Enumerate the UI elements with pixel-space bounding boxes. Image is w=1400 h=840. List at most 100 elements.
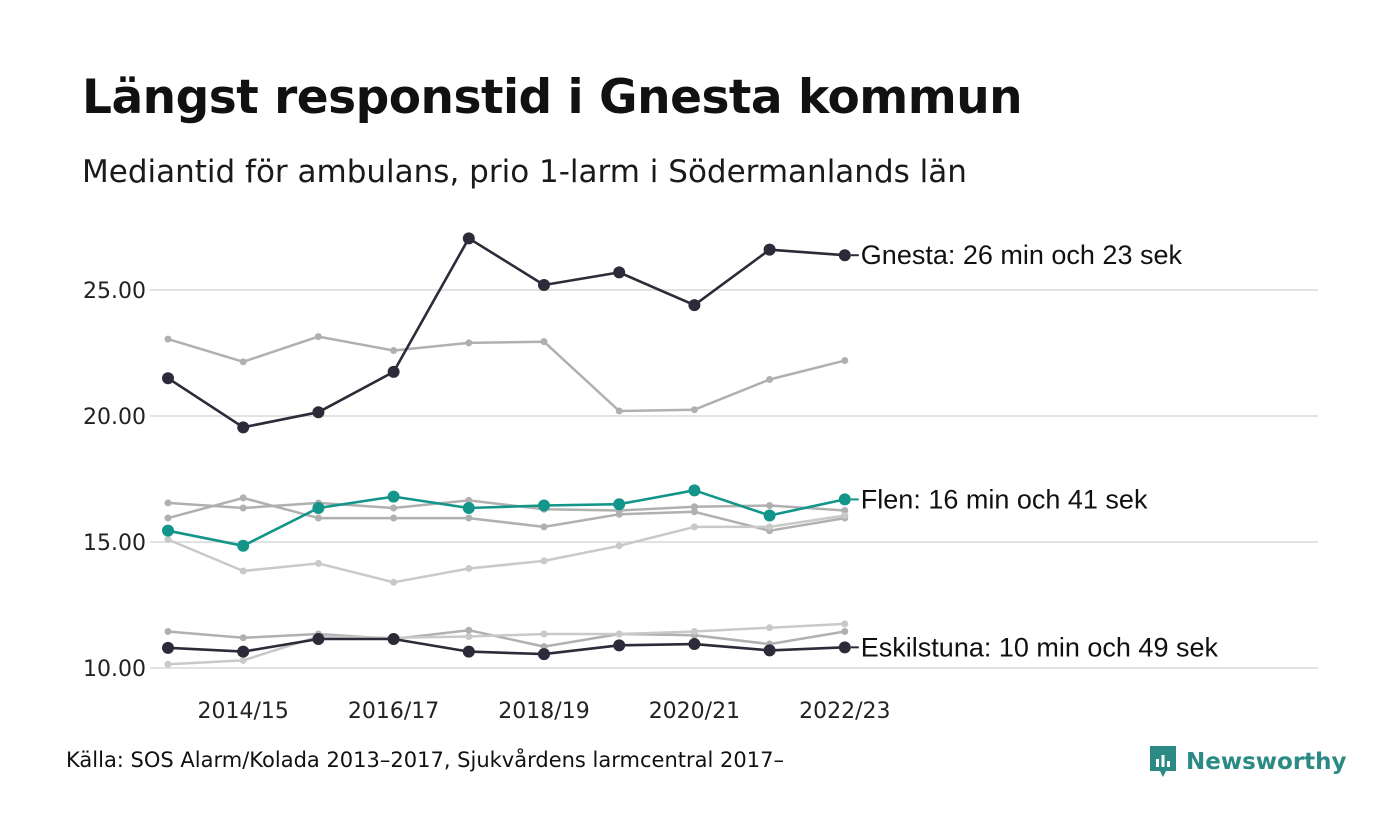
data-point-background-5: [615, 630, 623, 638]
source-note: Källa: SOS Alarm/Kolada 2013–2017, Sjukv…: [66, 748, 784, 772]
data-point-background-5: [239, 656, 247, 664]
data-point-background-1: [690, 503, 698, 511]
data-point-eskilstuna: [763, 644, 776, 657]
series-line-background-2: [167, 496, 846, 532]
data-point-flen: [613, 498, 626, 511]
data-point-eskilstuna: [162, 641, 174, 654]
data-point-eskilstuna: [688, 638, 701, 651]
x-tick-label: 2016/17: [348, 699, 439, 724]
data-point-background-3: [239, 567, 247, 575]
end-label-eskilstuna: Eskilstuna: 10 min och 49 sek: [861, 632, 1219, 662]
series-line-background-0: [167, 335, 846, 413]
series-line-background-3: [167, 514, 845, 584]
data-point-background-4: [540, 643, 548, 651]
chart-subtitle: Mediantid för ambulans, prio 1-larm i Sö…: [82, 154, 967, 190]
data-point-background-1: [841, 507, 849, 514]
data-point-flen: [312, 501, 325, 514]
data-point-background-0: [615, 407, 623, 415]
data-point-background-0: [465, 339, 473, 347]
series-line-background-4: [167, 628, 846, 648]
x-tick-label: 2022/23: [799, 699, 890, 724]
x-tick-label: 2020/21: [649, 699, 740, 724]
data-point-flen: [763, 509, 776, 522]
y-tick-label: 15.00: [83, 531, 146, 556]
data-point-background-0: [540, 338, 548, 346]
data-point-flen: [387, 490, 400, 503]
brand-name: Newsworthy: [1186, 749, 1347, 775]
data-point-flen: [688, 484, 701, 497]
chart-bubble-icon: [1150, 746, 1176, 777]
data-point-background-5: [465, 633, 473, 640]
end-label-gnesta: Gnesta: 26 min och 23 sek: [861, 240, 1183, 270]
data-point-background-2: [239, 494, 247, 502]
data-point-gnesta: [838, 249, 851, 262]
data-point-gnesta: [162, 372, 174, 385]
y-tick-label: 25.00: [83, 279, 146, 304]
y-tick-label: 20.00: [83, 405, 146, 430]
data-point-flen: [838, 493, 851, 506]
data-point-background-3: [314, 559, 322, 567]
data-point-background-3: [164, 535, 172, 543]
data-point-background-1: [164, 499, 172, 507]
data-point-flen: [162, 524, 174, 537]
data-point-background-2: [540, 523, 548, 531]
data-point-background-1: [465, 496, 473, 504]
data-point-gnesta: [387, 365, 400, 378]
data-point-eskilstuna: [838, 641, 851, 654]
data-point-background-3: [690, 523, 698, 531]
data-point-background-0: [164, 335, 172, 343]
series-line-background-5: [167, 622, 845, 666]
data-point-background-2: [690, 508, 698, 516]
data-point-gnesta: [613, 266, 626, 279]
data-point-background-4: [465, 626, 473, 634]
data-point-gnesta: [462, 232, 475, 245]
data-point-flen: [462, 501, 475, 514]
series-line-background-1: [167, 499, 845, 512]
data-point-background-4: [239, 634, 247, 642]
data-point-gnesta: [237, 421, 250, 434]
data-point-background-1: [766, 501, 774, 509]
chart-title: Längst responstid i Gnesta kommun: [82, 70, 1023, 125]
data-point-background-4: [164, 627, 172, 635]
data-point-background-3: [766, 523, 774, 531]
data-point-background-5: [841, 620, 849, 628]
data-point-gnesta: [312, 406, 325, 419]
data-point-background-2: [164, 514, 172, 522]
end-label-flen: Flen: 16 min och 41 sek: [861, 484, 1148, 514]
x-tick-label: 2018/19: [498, 699, 589, 724]
series-line-eskilstuna: [167, 637, 845, 656]
data-point-background-5: [766, 624, 774, 632]
data-point-gnesta: [538, 278, 550, 291]
data-point-background-1: [390, 504, 398, 512]
data-point-background-3: [540, 557, 548, 565]
brand-logo: Newsworthy: [1148, 744, 1347, 780]
data-point-background-2: [615, 510, 623, 518]
series-line-gnesta: [167, 237, 845, 429]
data-point-background-3: [465, 564, 473, 572]
data-point-background-3: [615, 542, 623, 550]
data-point-background-4: [841, 627, 849, 635]
data-point-background-0: [690, 406, 698, 414]
data-point-flen: [538, 499, 550, 512]
data-point-background-1: [239, 504, 247, 512]
data-point-eskilstuna: [387, 633, 400, 646]
data-point-background-0: [239, 358, 247, 366]
data-point-background-3: [390, 578, 398, 586]
data-point-background-0: [390, 346, 398, 354]
x-tick-label: 2014/15: [197, 699, 288, 724]
data-point-eskilstuna: [538, 648, 550, 661]
series-line-flen: [167, 488, 846, 548]
data-point-background-3: [841, 512, 849, 520]
data-point-background-0: [314, 333, 322, 341]
y-tick-label: 10.00: [83, 657, 146, 682]
data-point-eskilstuna: [613, 639, 626, 652]
data-point-eskilstuna: [312, 633, 325, 646]
data-point-background-2: [314, 514, 322, 522]
data-point-eskilstuna: [462, 645, 475, 658]
data-point-background-5: [164, 660, 172, 668]
data-point-eskilstuna: [237, 645, 250, 658]
data-point-background-5: [540, 630, 548, 638]
data-point-gnesta: [763, 243, 776, 256]
data-point-flen: [237, 539, 250, 552]
